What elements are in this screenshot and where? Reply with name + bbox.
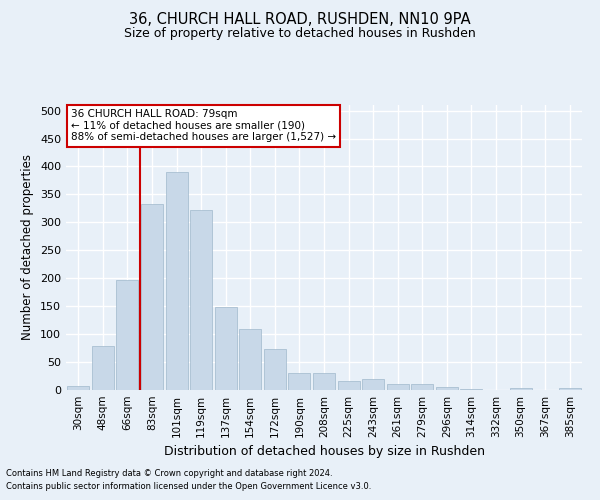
Bar	[411, 384, 433, 390]
Bar	[338, 380, 359, 390]
Bar	[190, 210, 212, 390]
Bar	[436, 387, 458, 390]
Text: Size of property relative to detached houses in Rushden: Size of property relative to detached ho…	[124, 28, 476, 40]
Bar	[460, 389, 482, 390]
Bar	[166, 172, 188, 390]
Bar	[67, 386, 89, 390]
Bar	[116, 280, 139, 390]
Text: Contains public sector information licensed under the Open Government Licence v3: Contains public sector information licen…	[6, 482, 371, 491]
Bar	[559, 388, 581, 390]
Bar	[141, 204, 163, 390]
Bar	[92, 346, 114, 390]
Text: 36, CHURCH HALL ROAD, RUSHDEN, NN10 9PA: 36, CHURCH HALL ROAD, RUSHDEN, NN10 9PA	[129, 12, 471, 28]
Bar	[362, 380, 384, 390]
Bar	[289, 373, 310, 390]
Bar	[313, 373, 335, 390]
Text: 36 CHURCH HALL ROAD: 79sqm
← 11% of detached houses are smaller (190)
88% of sem: 36 CHURCH HALL ROAD: 79sqm ← 11% of deta…	[71, 110, 336, 142]
X-axis label: Distribution of detached houses by size in Rushden: Distribution of detached houses by size …	[163, 446, 485, 458]
Y-axis label: Number of detached properties: Number of detached properties	[22, 154, 34, 340]
Bar	[509, 388, 532, 390]
Bar	[386, 384, 409, 390]
Bar	[239, 328, 262, 390]
Bar	[264, 349, 286, 390]
Text: Contains HM Land Registry data © Crown copyright and database right 2024.: Contains HM Land Registry data © Crown c…	[6, 468, 332, 477]
Bar	[215, 306, 237, 390]
